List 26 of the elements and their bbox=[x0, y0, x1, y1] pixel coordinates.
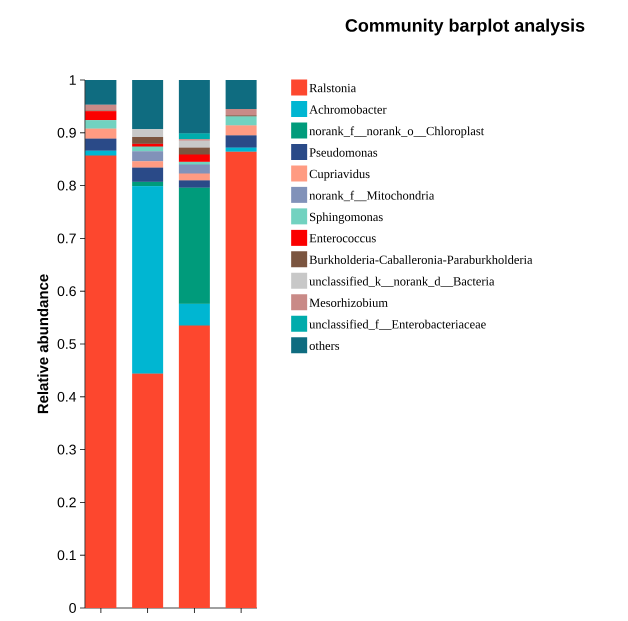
legend-label: Enterococcus bbox=[310, 234, 376, 242]
legend-label: Cupriavidus bbox=[310, 169, 370, 181]
legend-label: Ralstonia bbox=[310, 83, 356, 92]
y-tick-label: 0.2 bbox=[58, 497, 76, 508]
legend-label: others bbox=[310, 341, 340, 350]
y-tick-label: 0.6 bbox=[58, 286, 76, 296]
legend-label: unclassified_f__Enterobacteriaceae bbox=[309, 320, 486, 330]
y-tick-label: 0.4 bbox=[58, 392, 76, 402]
legend-label: norank_f__norank_o__Chloroplast bbox=[309, 126, 484, 138]
y-tick-label: 0.7 bbox=[58, 233, 76, 244]
y-tick-label: 0.8 bbox=[58, 180, 76, 191]
y-tick-label: 0.5 bbox=[58, 339, 76, 349]
text: Community barplot analysis bbox=[346, 18, 584, 36]
y-tick-label: 0.1 bbox=[58, 550, 76, 560]
y-tick-label: 0.9 bbox=[58, 128, 76, 138]
y-tick-label: 1 bbox=[70, 75, 76, 85]
legend-label: Achromobacter bbox=[309, 104, 386, 114]
legend-label: Burkholderia-Caballeronia-Paraburkholderia bbox=[310, 255, 532, 264]
legend-label: Mesorhizobium bbox=[310, 298, 388, 307]
legend-label: Sphingomonas bbox=[310, 212, 383, 224]
legend-label: norank_f__Mitochondria bbox=[309, 190, 434, 202]
y-axis-title: Relative abundance bbox=[37, 274, 48, 414]
y-tick-label: 0 bbox=[69, 603, 76, 613]
legend-label: Pseudomonas bbox=[310, 148, 378, 157]
y-tick-label: 0.3 bbox=[58, 444, 76, 455]
legend-label: unclassified_k__norank_d__Bacteria bbox=[309, 276, 494, 287]
